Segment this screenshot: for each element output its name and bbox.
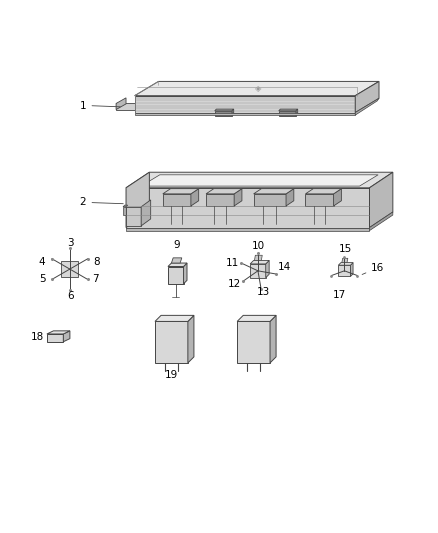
Text: 9: 9 bbox=[173, 240, 180, 250]
Text: 2: 2 bbox=[79, 198, 86, 207]
Polygon shape bbox=[155, 321, 188, 363]
Polygon shape bbox=[126, 172, 393, 188]
Polygon shape bbox=[350, 263, 353, 277]
Polygon shape bbox=[141, 200, 151, 226]
Text: 19: 19 bbox=[165, 369, 178, 379]
Polygon shape bbox=[254, 255, 262, 261]
Polygon shape bbox=[141, 175, 378, 186]
Polygon shape bbox=[355, 82, 379, 112]
Polygon shape bbox=[47, 331, 70, 334]
Polygon shape bbox=[188, 316, 194, 363]
Polygon shape bbox=[126, 188, 370, 228]
Text: 10: 10 bbox=[252, 241, 265, 251]
Polygon shape bbox=[250, 264, 266, 278]
Polygon shape bbox=[116, 98, 126, 109]
Polygon shape bbox=[305, 189, 341, 194]
Polygon shape bbox=[279, 111, 296, 116]
Text: 17: 17 bbox=[332, 289, 346, 300]
Text: ◈: ◈ bbox=[254, 84, 261, 93]
Polygon shape bbox=[155, 316, 194, 321]
Polygon shape bbox=[61, 261, 78, 277]
Polygon shape bbox=[286, 189, 294, 206]
Text: 11: 11 bbox=[225, 258, 239, 268]
Text: 14: 14 bbox=[278, 262, 291, 271]
Polygon shape bbox=[171, 258, 182, 263]
Polygon shape bbox=[305, 194, 334, 206]
Polygon shape bbox=[123, 205, 128, 207]
Polygon shape bbox=[250, 261, 269, 264]
Text: 4: 4 bbox=[39, 257, 45, 267]
Text: 18: 18 bbox=[31, 332, 44, 342]
Polygon shape bbox=[254, 189, 294, 194]
Text: 15: 15 bbox=[339, 244, 352, 254]
Polygon shape bbox=[370, 212, 393, 231]
Text: 8: 8 bbox=[93, 257, 100, 267]
Polygon shape bbox=[234, 189, 242, 206]
Polygon shape bbox=[215, 111, 232, 116]
Polygon shape bbox=[237, 316, 276, 321]
Polygon shape bbox=[338, 263, 353, 265]
Polygon shape bbox=[237, 321, 270, 363]
Text: 1: 1 bbox=[79, 101, 86, 111]
Polygon shape bbox=[206, 189, 242, 194]
Polygon shape bbox=[342, 259, 348, 263]
Text: 16: 16 bbox=[362, 263, 385, 274]
Polygon shape bbox=[355, 98, 379, 115]
Polygon shape bbox=[168, 266, 184, 284]
Polygon shape bbox=[215, 109, 234, 111]
Polygon shape bbox=[206, 194, 234, 206]
Polygon shape bbox=[232, 109, 234, 116]
Polygon shape bbox=[134, 112, 355, 115]
Text: 13: 13 bbox=[257, 287, 270, 297]
Polygon shape bbox=[370, 172, 393, 228]
Polygon shape bbox=[296, 109, 298, 116]
Text: 7: 7 bbox=[92, 274, 99, 285]
Text: 5: 5 bbox=[40, 274, 46, 285]
Polygon shape bbox=[279, 109, 298, 111]
Polygon shape bbox=[134, 82, 379, 96]
Text: 12: 12 bbox=[227, 279, 241, 289]
Polygon shape bbox=[168, 263, 187, 266]
Polygon shape bbox=[116, 103, 134, 109]
Text: 6: 6 bbox=[67, 291, 74, 301]
Polygon shape bbox=[64, 331, 70, 342]
Polygon shape bbox=[126, 172, 149, 228]
Polygon shape bbox=[266, 261, 269, 278]
Polygon shape bbox=[184, 263, 187, 284]
Polygon shape bbox=[338, 265, 350, 277]
Polygon shape bbox=[134, 96, 355, 112]
Text: 3: 3 bbox=[67, 238, 74, 248]
Polygon shape bbox=[270, 316, 276, 363]
Polygon shape bbox=[47, 334, 64, 342]
Polygon shape bbox=[163, 189, 199, 194]
Polygon shape bbox=[334, 189, 341, 206]
Polygon shape bbox=[163, 194, 191, 206]
Polygon shape bbox=[126, 207, 141, 226]
Polygon shape bbox=[191, 189, 199, 206]
Polygon shape bbox=[123, 207, 126, 215]
Polygon shape bbox=[254, 194, 286, 206]
Polygon shape bbox=[126, 228, 370, 231]
